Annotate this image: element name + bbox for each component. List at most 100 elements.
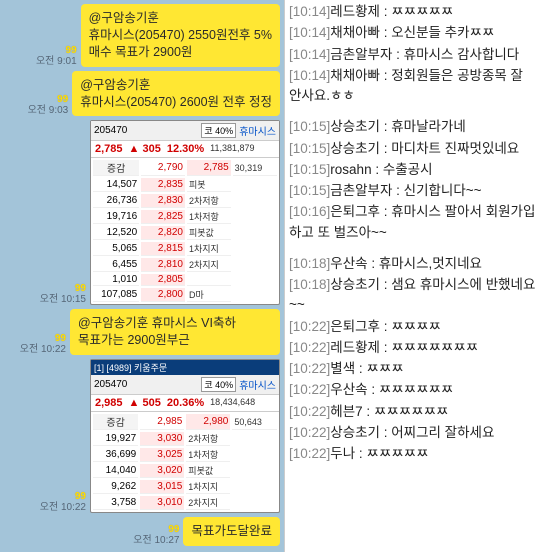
volume: 11,381,879 <box>210 143 254 155</box>
message-bubble[interactable]: 목표가도달완료 <box>183 517 280 546</box>
chat-msg: 마디차트 진짜멋있네요 <box>391 141 519 156</box>
unread-badge: 99 <box>66 45 77 56</box>
chat-user: 우산속 <box>330 382 367 397</box>
chat-time: [10:22] <box>289 319 330 334</box>
chat-line: [10:22]별색 : ㅉㅉㅉ <box>289 359 542 379</box>
chat-line: [10:16]은퇴그후 : 휴마시스 팔아서 회원가입 하고 또 벌즈아~~ <box>289 202 542 243</box>
chat-line: [10:22]상승초기 : 어찌그리 잘하세요 <box>289 423 542 443</box>
chat-time: [10:18] <box>289 256 330 271</box>
unread-badge: 99 <box>57 94 68 105</box>
chat-user: 레드황제 <box>330 340 380 355</box>
timestamp: 99 오전 9:03 <box>28 94 69 116</box>
stock-name: 휴마시스 <box>239 123 276 138</box>
change: ▲ 305 <box>129 143 161 155</box>
message-row: 99 오전 9:03 @구암송기훈휴마시스(205470) 2600원 전후 정정 <box>2 71 280 117</box>
chat-user: 상승초기 <box>330 425 380 440</box>
chat-time: [10:15] <box>289 162 330 177</box>
time-prefix: 오전 <box>36 56 54 67</box>
chat-line: [10:15]상승초기 : 휴마날라가네 <box>289 117 542 137</box>
message-bubble[interactable]: @구암송기훈휴마시스(205470) 2600원 전후 정정 <box>72 71 280 117</box>
chat-msg: ㅉㅉㅉㅉ <box>391 319 441 334</box>
time-prefix: 오전 <box>40 502 58 513</box>
price-row: 2,785 ▲ 305 12.30% 11,381,879 <box>91 141 279 158</box>
chat-time: [10:22] <box>289 361 330 376</box>
time-prefix: 오전 <box>133 535 151 546</box>
chat-user: 금촌알부자 <box>330 183 392 198</box>
message-row: 99오전 10:15205470코 40%휴마시스2,785▲ 30512.30… <box>2 120 280 305</box>
chat-time: [10:22] <box>289 340 330 355</box>
timestamp: 99오전 9:01 <box>36 45 77 67</box>
chat-msg: 신기합니다~~ <box>404 183 482 198</box>
message-row: 99오전 10:22@구암송기훈 휴마시스 VI축하 목표가는 2900원부근 <box>2 309 280 355</box>
chat-time: [10:18] <box>289 277 330 292</box>
chat-time: [10:15] <box>289 119 330 134</box>
stock-percent-tag: 코 40% <box>201 377 236 392</box>
stock-header: 205470코 40%휴마시스 <box>91 375 279 395</box>
stock-percent-tag: 코 40% <box>201 123 236 138</box>
chat-line: [10:14]채채아빠 : 정회원들은 공방종목 잘 안사요.ㅎㅎ <box>289 66 542 107</box>
chat-user: 두나 <box>330 446 355 461</box>
pct: 20.36% <box>167 397 204 409</box>
chat-left-pane: 99오전 9:01@구암송기훈휴마시스(205470) 2550원전후 5%매수… <box>0 0 284 552</box>
chat-user: 채채아빠 <box>330 68 380 83</box>
chat-msg: 휴마시스 감사합니다 <box>404 47 520 62</box>
chat-time: [10:15] <box>289 141 330 156</box>
chat-line: [10:22]레드황제 : ㅉㅉㅉㅉㅉㅉㅉ <box>289 338 542 358</box>
time-value: 9:03 <box>49 105 68 116</box>
price-row: 2,985▲ 50520.36%18,434,648 <box>91 395 279 412</box>
chat-line: [10:18]상승초기 : 샘요 휴마시스에 반했네요~~ <box>289 275 542 316</box>
chat-msg: ㅉㅉㅉㅉㅉ <box>366 446 428 461</box>
chat-msg: ㅉㅉㅉㅉㅉ <box>391 4 453 19</box>
timestamp: 99오전 10:22 <box>20 333 66 355</box>
chat-user: 별색 <box>330 361 355 376</box>
pct: 12.30% <box>167 143 204 155</box>
chat-line: [10:15]금촌알부자 : 신기합니다~~ <box>289 181 542 201</box>
chat-time: [10:14] <box>289 25 330 40</box>
chat-user: 상승초기 <box>330 277 380 292</box>
chat-msg: ㅉㅉㅉㅉㅉㅉㅉ <box>391 340 478 355</box>
stock-table: 증감2,9852,98050,64319,9273,0302차저항36,6993… <box>91 412 279 512</box>
chat-line: [10:14]채채아빠 : 오신분들 추카ㅉㅉ <box>289 23 542 43</box>
message-bubble[interactable]: @구암송기훈휴마시스(205470) 2550원전후 5%매수 목표가 2900… <box>81 4 280 67</box>
chat-user: 금촌알부자 <box>330 47 392 62</box>
chat-msg: 수출공시 <box>383 162 433 177</box>
time-prefix: 오전 <box>28 105 46 116</box>
chat-user: 채채아빠 <box>330 25 380 40</box>
chat-line: [10:14]금촌알부자 : 휴마시스 감사합니다 <box>289 45 542 65</box>
chat-line: [10:15]rosahn : 수출공시 <box>289 160 542 180</box>
chat-time: [10:14] <box>289 47 330 62</box>
chat-user: 상승초기 <box>330 141 380 156</box>
chat-line: [10:22]은퇴그후 : ㅉㅉㅉㅉ <box>289 317 542 337</box>
price: 2,985 <box>95 397 123 409</box>
chat-line: [10:14]레드황제 : ㅉㅉㅉㅉㅉ <box>289 2 542 22</box>
chat-time: [10:14] <box>289 4 330 19</box>
timestamp: 99오전 10:22 <box>40 491 86 513</box>
chat-time: [10:22] <box>289 425 330 440</box>
chat-time: [10:16] <box>289 204 330 219</box>
message-row: 99오전 10:22[1] [4989] 키움주문205470코 40%휴마시스… <box>2 359 280 513</box>
chat-line: [10:22]우산속 : ㅉㅉㅉㅉㅉㅉ <box>289 380 542 400</box>
chat-user: 상승초기 <box>330 119 380 134</box>
message-bubble[interactable]: @구암송기훈 휴마시스 VI축하 목표가는 2900원부근 <box>70 309 280 355</box>
chat-msg: 휴마날라가네 <box>391 119 466 134</box>
chat-user: 은퇴그후 <box>330 204 380 219</box>
time-value: 10:22 <box>41 344 66 355</box>
time-prefix: 오전 <box>20 344 38 355</box>
chat-msg: 휴마시스,멋지네요 <box>379 256 482 271</box>
price: 2,785 <box>95 143 123 155</box>
chat-user: rosahn <box>330 162 371 177</box>
unread-badge: 99 <box>168 524 179 535</box>
timestamp: 99오전 10:15 <box>40 283 86 305</box>
timestamp: 99 오전 10:27 <box>133 524 179 546</box>
message-row: 99 오전 10:27 목표가도달완료 <box>2 517 280 546</box>
chat-user: 헤븐7 <box>330 404 362 419</box>
chat-time: [10:15] <box>289 183 330 198</box>
chat-msg: 오신분들 추카ㅉㅉ <box>391 25 494 40</box>
time-value: 10:15 <box>61 294 86 305</box>
chat-msg: ㅉㅉㅉㅉㅉㅉ <box>379 382 454 397</box>
chat-line: [10:15]상승초기 : 마디차트 진짜멋있네요 <box>289 139 542 159</box>
time-value: 10:27 <box>154 535 179 546</box>
time-value: 10:22 <box>61 502 86 513</box>
stock-table: 증감2,7902,78530,31914,5072,835피봇26,7362,8… <box>91 158 279 304</box>
chat-time: [10:22] <box>289 404 330 419</box>
